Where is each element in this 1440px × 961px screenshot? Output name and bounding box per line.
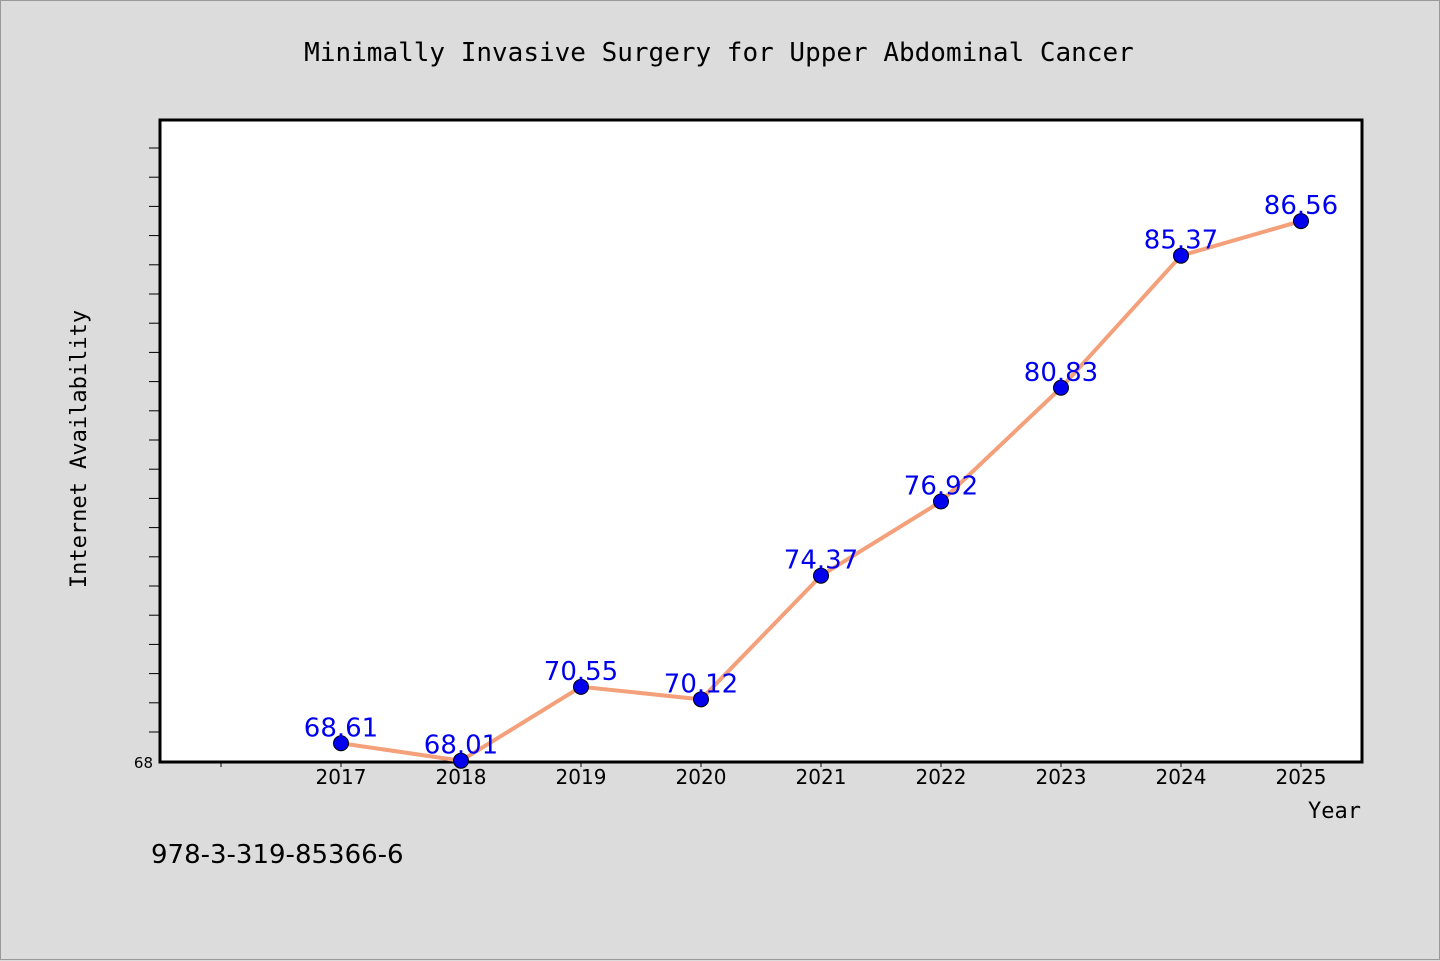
x-tick-label: 2025 [1276, 765, 1327, 789]
data-point [693, 691, 709, 708]
data-label: 85.37 [1144, 226, 1218, 256]
x-tick-label: 2024 [1156, 765, 1207, 789]
x-tick-label: 2019 [556, 765, 607, 789]
y-tick-label: 68 [134, 754, 153, 772]
data-point [573, 678, 589, 695]
data-point [933, 493, 949, 510]
data-point [813, 567, 829, 584]
chart-title: Minimally Invasive Surgery for Upper Abd… [304, 38, 1134, 68]
data-label: 80.83 [1024, 358, 1098, 388]
data-label: 68.61 [304, 713, 378, 743]
data-label: 86.56 [1264, 191, 1338, 221]
data-point [333, 735, 349, 752]
data-label: 74.37 [784, 546, 858, 576]
x-tick-label: 2022 [916, 765, 967, 789]
x-tick-label: 2018 [436, 765, 487, 789]
series-group [333, 213, 1309, 769]
x-tick-label: 2020 [676, 765, 727, 789]
y-axis-ticks [149, 147, 161, 733]
data-label: 70.12 [664, 669, 738, 699]
data-label: 70.55 [544, 657, 618, 687]
plot-area [158, 118, 1364, 764]
footnote: 978-3-319-85366-6 [151, 840, 404, 870]
data-point [1293, 213, 1309, 230]
data-point [453, 752, 469, 769]
x-axis-ticks: 2017 2018 2019 2020 2021 2022 2023 2024 2025 [220, 761, 1327, 789]
data-labels: 68.61 68.01 70.55 70.12 74.37 76.92 80.83 85.37… [304, 191, 1338, 761]
data-label: 76.92 [904, 472, 978, 502]
data-point [1173, 247, 1189, 264]
x-tick-label: 2023 [1036, 765, 1087, 789]
data-label: 68.01 [424, 731, 498, 761]
y-axis-label: Internet Availability [67, 310, 92, 588]
data-point [1053, 379, 1069, 396]
x-tick-label: 2017 [316, 765, 367, 789]
x-tick-label: 2021 [796, 765, 847, 789]
x-axis-label: Year [1308, 799, 1361, 824]
